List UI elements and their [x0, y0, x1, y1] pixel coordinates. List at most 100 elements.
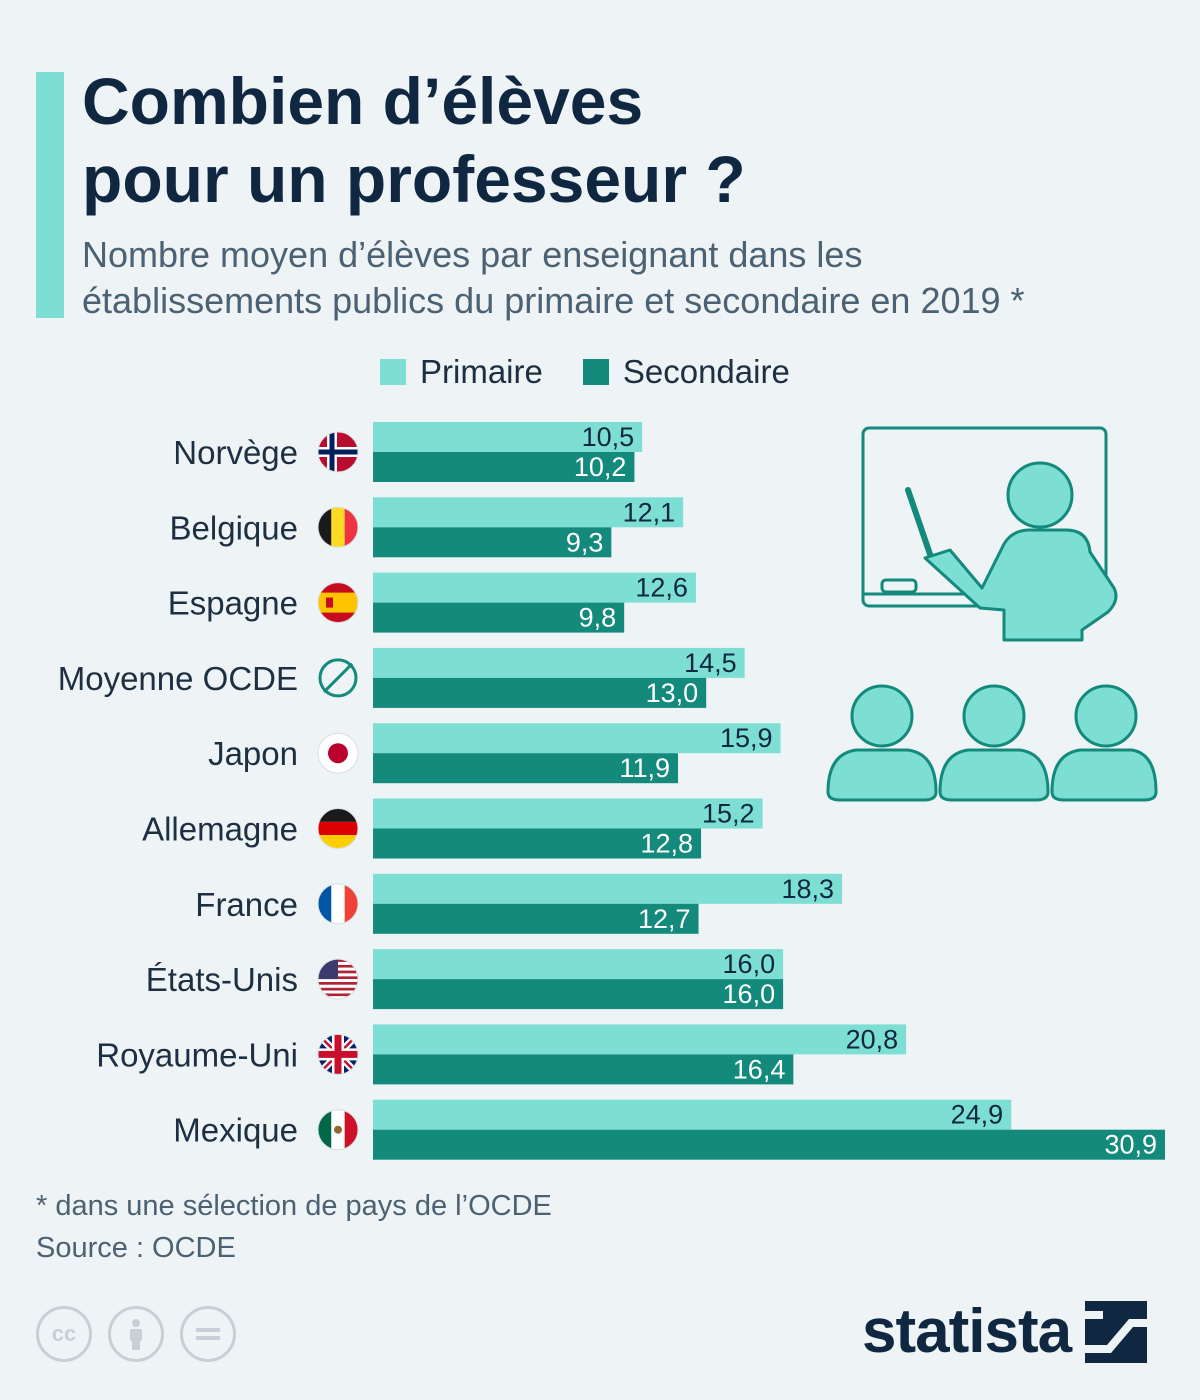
student-icon	[938, 684, 1050, 802]
data-label: 24,9	[951, 1100, 1004, 1130]
attribution-icon[interactable]	[108, 1306, 164, 1362]
data-label: 20,8	[846, 1024, 899, 1054]
category-label: Moyenne OCDE	[58, 660, 298, 697]
source-note: Source : OCDE	[36, 1232, 236, 1264]
flag-part	[331, 507, 345, 548]
bar-row: Moyenne OCDE 14,513,0	[58, 647, 745, 708]
flag-fill	[318, 883, 358, 924]
bar-secondaire	[373, 903, 699, 934]
student-icon	[826, 684, 938, 802]
page-subtitle: Nombre moyen d’élèves par enseignant dan…	[82, 232, 1025, 324]
bar-secondaire	[373, 1054, 794, 1085]
legend-swatch-secondaire	[582, 359, 609, 385]
bar-primaire	[373, 949, 784, 980]
data-label: 12,8	[641, 829, 694, 859]
avg-slash	[318, 658, 358, 697]
title-accent-bar	[36, 72, 64, 318]
flag-part	[326, 597, 333, 608]
category-label: Espagne	[168, 585, 298, 622]
bar-primaire	[373, 1024, 907, 1055]
page-title: Combien d’élèves pour un professeur ?	[82, 62, 746, 218]
bar-secondaire	[373, 452, 635, 482]
belgium-flag-icon	[317, 506, 359, 548]
flag-fill	[318, 1034, 358, 1075]
bar-primaire	[373, 422, 643, 452]
flag-part	[318, 990, 358, 994]
uk-flag-icon	[317, 1033, 359, 1075]
data-label: 30,9	[1104, 1130, 1157, 1160]
chart-legend: Primaire Secondaire	[380, 352, 830, 392]
data-label: 9,3	[566, 527, 604, 557]
flag-part	[318, 1050, 358, 1058]
data-label: 12,7	[638, 904, 691, 934]
bar-row: Japon 15,9 11,9	[208, 723, 781, 784]
flag-part	[318, 981, 358, 985]
bar-chart: Norvège 10,510,2 Belgique 12,1 9,3 Espagne 12,…	[58, 422, 1165, 1160]
flag-border	[317, 958, 359, 1000]
flag-part	[318, 883, 332, 924]
flag-border	[317, 1033, 359, 1075]
flag-part	[318, 449, 358, 455]
legend-item-secondaire: Secondaire	[582, 353, 790, 391]
data-label: 16,4	[733, 1054, 786, 1084]
usa-flag-icon	[317, 958, 359, 1000]
bar-primaire	[373, 497, 684, 528]
mexico-flag-icon	[317, 1109, 359, 1151]
data-label: 10,5	[582, 422, 635, 452]
flag-fill	[318, 658, 358, 698]
flag-border	[317, 808, 359, 849]
data-label: 12,6	[635, 573, 688, 603]
flag-part	[318, 996, 358, 1000]
subtitle-line-1: Nombre moyen d’élèves par enseignant dan…	[82, 234, 863, 275]
brand-name: statista	[862, 1297, 1072, 1366]
data-label: 18,3	[781, 874, 834, 904]
germany-flag-icon	[317, 808, 359, 849]
footnote: * dans une sélection de pays de l’OCDE	[36, 1190, 552, 1222]
bar-primaire	[373, 723, 781, 754]
legend-item-primaire: Primaire	[380, 353, 543, 391]
statista-logo[interactable]: statista	[862, 1296, 1148, 1367]
data-label: 16,0	[723, 979, 776, 1009]
spain-flag-icon	[317, 582, 359, 624]
bar-row: Mexique 24,9 30,9	[173, 1099, 1165, 1160]
flag-fill	[318, 582, 358, 623]
bar-row: France 18,3 12,7	[195, 873, 843, 934]
category-label: Royaume-Uni	[96, 1036, 298, 1073]
bar-row: Espagne 12,6 9,8	[168, 572, 696, 633]
france-flag-icon	[317, 883, 359, 925]
bar-secondaire	[373, 677, 707, 708]
flag-part	[328, 743, 348, 764]
flag-fill	[318, 808, 358, 849]
title-line-1: Combien d’élèves	[82, 64, 644, 138]
no-derivatives-icon[interactable]	[180, 1306, 236, 1362]
cc-icon[interactable]: cc	[36, 1306, 92, 1362]
bar-primaire	[373, 1099, 1012, 1130]
japan-flag-icon	[317, 732, 359, 774]
oecd-average-icon	[318, 658, 358, 698]
flag-fill	[318, 432, 358, 472]
bar-secondaire	[373, 527, 612, 558]
flag-part	[318, 993, 358, 997]
bar-row: Allemagne 15,2 12,8	[142, 798, 763, 859]
category-label: Japon	[208, 735, 298, 772]
legend-label-secondaire: Secondaire	[622, 353, 790, 390]
flag-border	[317, 506, 359, 548]
flag-part	[318, 987, 358, 991]
data-label: 15,2	[702, 799, 755, 829]
data-label: 14,5	[684, 648, 737, 678]
teacher-classroom-illustration	[826, 426, 1158, 802]
license-icons: cc	[36, 1306, 252, 1362]
data-label: 13,0	[646, 678, 699, 708]
statista-logo-icon	[1085, 1300, 1148, 1363]
legend-label-primaire: Primaire	[420, 353, 543, 390]
subtitle-line-2: établissements publics du primaire et se…	[82, 280, 1025, 321]
bar-secondaire	[373, 828, 702, 859]
avg-ring	[318, 658, 358, 698]
bar-row: Belgique 12,1 9,3	[170, 497, 684, 558]
bar-secondaire	[373, 753, 679, 784]
category-label: France	[195, 886, 298, 923]
title-line-2: pour un professeur ?	[82, 142, 746, 216]
bar-primaire	[373, 873, 843, 904]
category-label: Norvège	[173, 434, 298, 471]
data-label: 15,9	[720, 723, 773, 753]
